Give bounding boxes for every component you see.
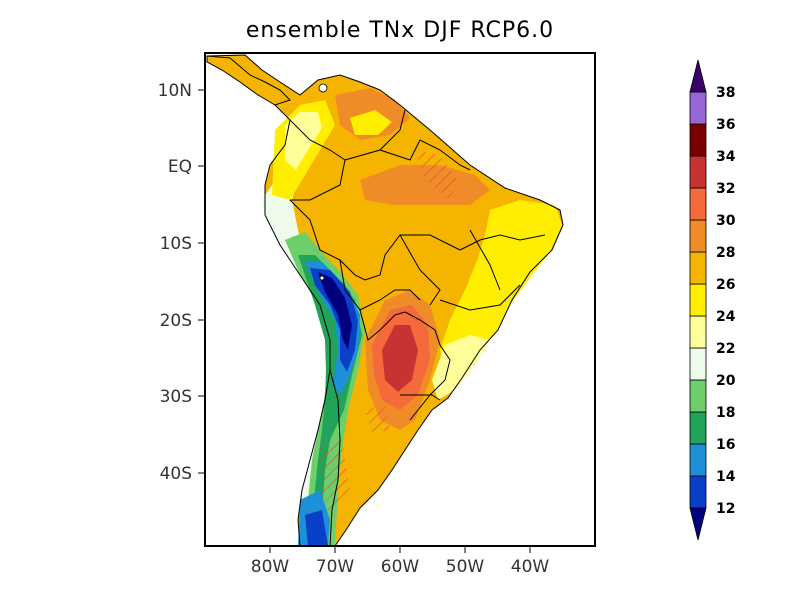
colorbar-over-triangle bbox=[689, 59, 707, 93]
lake-maracaibo bbox=[318, 83, 328, 93]
colorbar-tick-label: 30 bbox=[716, 213, 736, 229]
lat-tick-label: 10N bbox=[158, 81, 192, 101]
lake-titicaca bbox=[319, 275, 325, 281]
hatch-pampas bbox=[365, 405, 390, 432]
lon-tick-label: 50W bbox=[446, 557, 485, 577]
colorbar-band bbox=[689, 187, 707, 221]
lon-tick-label: 80W bbox=[251, 557, 290, 577]
colorbar-band bbox=[689, 91, 707, 125]
colorbar-tick-label: 14 bbox=[716, 469, 736, 485]
patagonia-darkblue-core bbox=[305, 510, 328, 546]
colorbar-tick-label: 16 bbox=[716, 437, 735, 453]
colorbar: 12 14 16 18 20 22 24 26 28 30 32 34 36 38 bbox=[689, 59, 736, 541]
colorbar-tick-label: 12 bbox=[716, 501, 735, 517]
hatch-patagonia bbox=[320, 440, 350, 520]
lat-tick-label: 20S bbox=[160, 311, 192, 331]
map-plot-area bbox=[206, 54, 564, 546]
southeast-brazil-pale-zone bbox=[432, 335, 490, 400]
colorbar-tick-label: 34 bbox=[716, 149, 736, 165]
colorbar-band bbox=[689, 347, 707, 381]
colorbar-band bbox=[689, 283, 707, 317]
colorbar-tick-label: 18 bbox=[716, 405, 735, 421]
colorbar-band bbox=[689, 315, 707, 349]
altiplano-navy-core bbox=[318, 272, 352, 350]
colorbar-band bbox=[689, 251, 707, 285]
lat-axis: 10N EQ 10S 20S 30S 40S bbox=[158, 81, 205, 484]
colorbar-tick-label: 28 bbox=[716, 245, 735, 261]
lon-tick-label: 60W bbox=[381, 557, 420, 577]
colorbar-under-triangle bbox=[689, 507, 707, 541]
colorbar-tick-label: 20 bbox=[716, 373, 736, 389]
map-title: ensemble TNx DJF RCP6.0 bbox=[245, 18, 555, 43]
colorbar-band bbox=[689, 123, 707, 157]
colorbar-band bbox=[689, 443, 707, 477]
colombia-pale-zone bbox=[285, 112, 322, 170]
colorbar-band bbox=[689, 475, 707, 509]
colorbar-tick-label: 26 bbox=[716, 277, 735, 293]
lon-tick-label: 70W bbox=[316, 557, 355, 577]
colorbar-band bbox=[689, 155, 707, 189]
colorbar-band bbox=[689, 219, 707, 253]
venezuela-yellow-zone bbox=[350, 110, 392, 135]
colorbar-tick-label: 22 bbox=[716, 341, 735, 357]
colorbar-tick-label: 38 bbox=[716, 85, 735, 101]
eastern-brazil-yellow-zone bbox=[440, 200, 562, 378]
chaco-darkred-core bbox=[382, 325, 418, 392]
colorbar-tick-label: 24 bbox=[716, 309, 736, 325]
lat-tick-label: EQ bbox=[168, 157, 192, 177]
country-borders bbox=[206, 54, 564, 546]
colorbar-tick-label: 36 bbox=[716, 117, 735, 133]
colorbar-tick-label: 32 bbox=[716, 181, 735, 197]
colorbar-band bbox=[689, 379, 707, 413]
central-america-landmass bbox=[206, 55, 291, 106]
lon-tick-label: 40W bbox=[511, 557, 550, 577]
lon-axis: 80W 70W 60W 50W 40W bbox=[251, 546, 550, 577]
lat-tick-label: 30S bbox=[160, 387, 192, 407]
lat-tick-label: 40S bbox=[160, 464, 192, 484]
lat-tick-label: 10S bbox=[160, 234, 192, 254]
colorbar-band bbox=[689, 411, 707, 445]
amazon-orange-zone bbox=[360, 165, 490, 205]
hatch-guianas bbox=[415, 150, 458, 200]
